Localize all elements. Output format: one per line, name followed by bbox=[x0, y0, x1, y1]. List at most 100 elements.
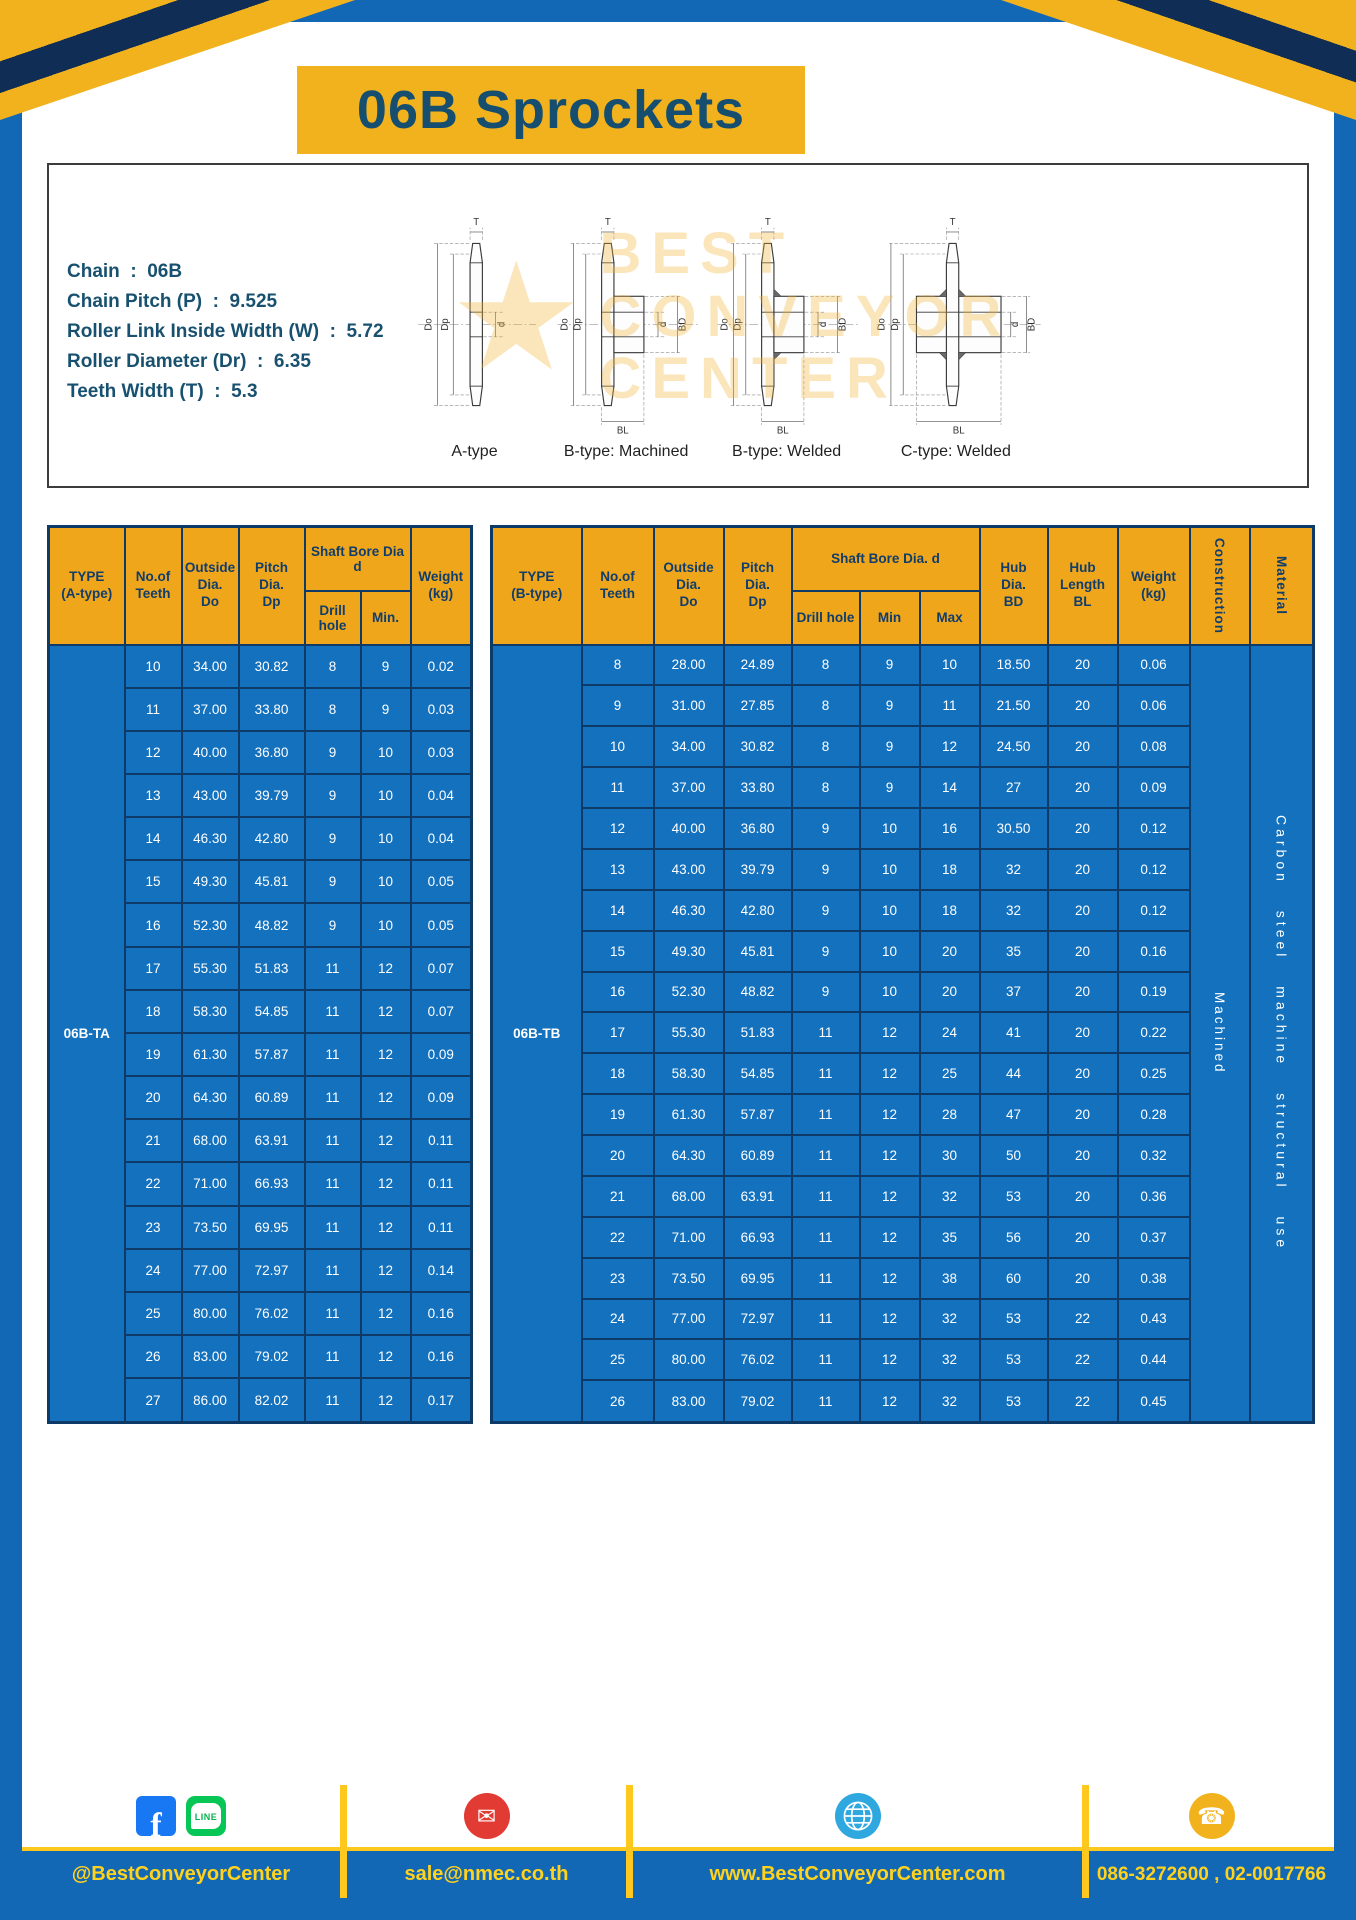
dim-label-d: d bbox=[496, 322, 507, 327]
sprocket-drawing-b-welded-icon: T Do Dp d BD bbox=[717, 217, 861, 437]
phone-numbers[interactable]: 086-3272600 , 02-0017766 bbox=[1089, 1847, 1334, 1898]
data-cell: 83.00 bbox=[652, 1379, 725, 1424]
data-cell: 20 bbox=[1046, 970, 1119, 1014]
data-cell: 18 bbox=[918, 847, 981, 891]
line-icon[interactable]: LINE bbox=[186, 1796, 226, 1836]
social-handle[interactable]: @BestConveyorCenter bbox=[22, 1847, 340, 1898]
email-address[interactable]: sale@nmec.co.th bbox=[347, 1847, 626, 1898]
data-cell: 9 bbox=[303, 772, 362, 819]
col-subheader-drill-hole: Drill hole bbox=[303, 589, 362, 646]
data-cell: 34.00 bbox=[652, 725, 725, 769]
data-cell: 20 bbox=[580, 1134, 655, 1177]
data-cell: 27.85 bbox=[722, 684, 793, 728]
data-cell: 49.30 bbox=[652, 929, 725, 973]
data-cell: 0.36 bbox=[1116, 1174, 1191, 1218]
table-row: 13 43.00 39.79 9 10 18 32 20 0.12 bbox=[492, 847, 1314, 891]
data-cell: 9 bbox=[303, 729, 362, 775]
col-header-type-a: TYPE (A-type) bbox=[47, 525, 126, 646]
data-cell: 8 bbox=[790, 684, 861, 728]
data-cell: 0.06 bbox=[1116, 643, 1191, 687]
data-cell: 11 bbox=[303, 1031, 362, 1078]
data-cell: 20 bbox=[1046, 725, 1119, 769]
col-header-teeth: No.of Teeth bbox=[580, 525, 655, 646]
data-cell: 9 bbox=[303, 859, 362, 905]
data-cell: 9 bbox=[858, 725, 921, 769]
spec-diagram-panel: Chain : 06B Chain Pitch (P) : 9.525 Roll… bbox=[47, 163, 1309, 488]
table-row: 21 68.00 63.91 11 12 32 53 20 0.36 bbox=[492, 1174, 1314, 1218]
data-cell: 38 bbox=[918, 1256, 981, 1300]
dim-label-t: T bbox=[949, 217, 955, 228]
data-cell: 80.00 bbox=[652, 1338, 725, 1382]
data-cell: 8 bbox=[790, 766, 861, 809]
data-cell: 9 bbox=[790, 970, 861, 1014]
spec-line-pitch: Chain Pitch (P) : 9.525 bbox=[67, 291, 278, 312]
data-cell: 0.06 bbox=[1116, 684, 1191, 728]
data-cell: 25 bbox=[918, 1052, 981, 1096]
data-cell: 73.50 bbox=[652, 1256, 725, 1300]
data-cell: 51.83 bbox=[722, 1011, 793, 1055]
data-cell: 21 bbox=[123, 1118, 183, 1164]
spec-line-chain: Chain : 06B bbox=[67, 261, 183, 282]
table-row: 18 58.30 54.85 11 12 0.07 bbox=[49, 988, 473, 1034]
phone-icon[interactable]: ☎ bbox=[1188, 1793, 1235, 1839]
diagram-a-type: T Do Dp d A-type bbox=[404, 217, 545, 461]
data-cell: 11 bbox=[790, 1297, 861, 1341]
data-cell: 20 bbox=[1046, 1093, 1119, 1136]
table-row: 27 86.00 82.02 11 12 0.17 bbox=[49, 1377, 473, 1424]
data-cell: 11 bbox=[123, 686, 183, 732]
table-row: 11 37.00 33.80 8 9 14 27 20 0.09 bbox=[492, 766, 1314, 809]
diagram-caption-b-welded: B-type: Welded bbox=[732, 443, 842, 460]
data-cell: 26 bbox=[580, 1379, 655, 1424]
data-cell: 32 bbox=[918, 1297, 981, 1341]
data-cell: 44 bbox=[978, 1052, 1049, 1096]
col-header-outside-dia: Outside Dia. Do bbox=[180, 525, 240, 646]
footer-section-phone: ☎ 086-3272600 , 02-0017766 bbox=[1089, 1785, 1334, 1898]
data-cell: 24.89 bbox=[722, 643, 793, 687]
website-url[interactable]: www.BestConveyorCenter.com bbox=[633, 1847, 1082, 1898]
data-cell: 49.30 bbox=[180, 859, 240, 905]
data-cell: 82.02 bbox=[237, 1377, 306, 1424]
data-cell: 20 bbox=[1046, 1011, 1119, 1055]
facebook-icon[interactable]: f bbox=[136, 1796, 176, 1836]
data-cell: 11 bbox=[790, 1338, 861, 1382]
data-cell: 11 bbox=[790, 1215, 861, 1259]
data-cell: 0.12 bbox=[1116, 847, 1191, 891]
dim-label-bl: BL bbox=[777, 426, 789, 437]
data-cell: 18 bbox=[580, 1052, 655, 1096]
data-cell: 9 bbox=[303, 902, 362, 948]
data-cell: 37.00 bbox=[180, 686, 240, 732]
col-header-hub-length: Hub Length BL bbox=[1046, 525, 1119, 646]
table-a-type: TYPE (A-type) No.of Teeth Outside Dia. D… bbox=[47, 525, 474, 1424]
table-row: 19 61.30 57.87 11 12 28 47 20 0.28 bbox=[492, 1093, 1314, 1136]
dim-label-dp: Dp bbox=[572, 318, 583, 330]
data-cell: 53 bbox=[978, 1174, 1049, 1218]
data-cell: 60 bbox=[978, 1256, 1049, 1300]
data-cell: 11 bbox=[303, 1333, 362, 1380]
globe-icon[interactable] bbox=[834, 1793, 881, 1839]
data-cell: 10 bbox=[858, 847, 921, 891]
data-cell: 18 bbox=[123, 988, 183, 1034]
data-cell: 9 bbox=[790, 929, 861, 973]
table-row: 26 83.00 79.02 11 12 32 53 22 0.45 bbox=[492, 1379, 1314, 1424]
data-cell: 12 bbox=[858, 1215, 921, 1259]
data-cell: 24.50 bbox=[978, 725, 1049, 769]
data-cell: 10 bbox=[359, 859, 412, 905]
diagram-b-type-welded: T Do Dp d BD bbox=[707, 217, 866, 461]
data-cell: 14 bbox=[123, 816, 183, 862]
data-cell: 63.91 bbox=[237, 1118, 306, 1164]
data-cell: 11 bbox=[790, 1379, 861, 1424]
dim-label-bd: BD bbox=[677, 318, 688, 331]
data-cell: 10 bbox=[359, 772, 412, 819]
col-header-construction: Construction bbox=[1188, 525, 1251, 646]
table-row: 14 46.30 42.80 9 10 0.04 bbox=[49, 816, 473, 862]
data-cell: 9 bbox=[790, 847, 861, 891]
data-cell: 25 bbox=[580, 1338, 655, 1382]
data-cell: 11 bbox=[918, 684, 981, 728]
dim-label-do: Do bbox=[877, 318, 888, 330]
table-row: 24 77.00 72.97 11 12 0.14 bbox=[49, 1247, 473, 1293]
mail-icon[interactable]: ✉ bbox=[463, 1793, 510, 1839]
data-cell: 77.00 bbox=[180, 1247, 240, 1293]
data-cell: 71.00 bbox=[652, 1215, 725, 1259]
type-label-cell: 06B-TA bbox=[47, 643, 126, 1424]
table-row: 14 46.30 42.80 9 10 18 32 20 0.12 bbox=[492, 888, 1314, 932]
